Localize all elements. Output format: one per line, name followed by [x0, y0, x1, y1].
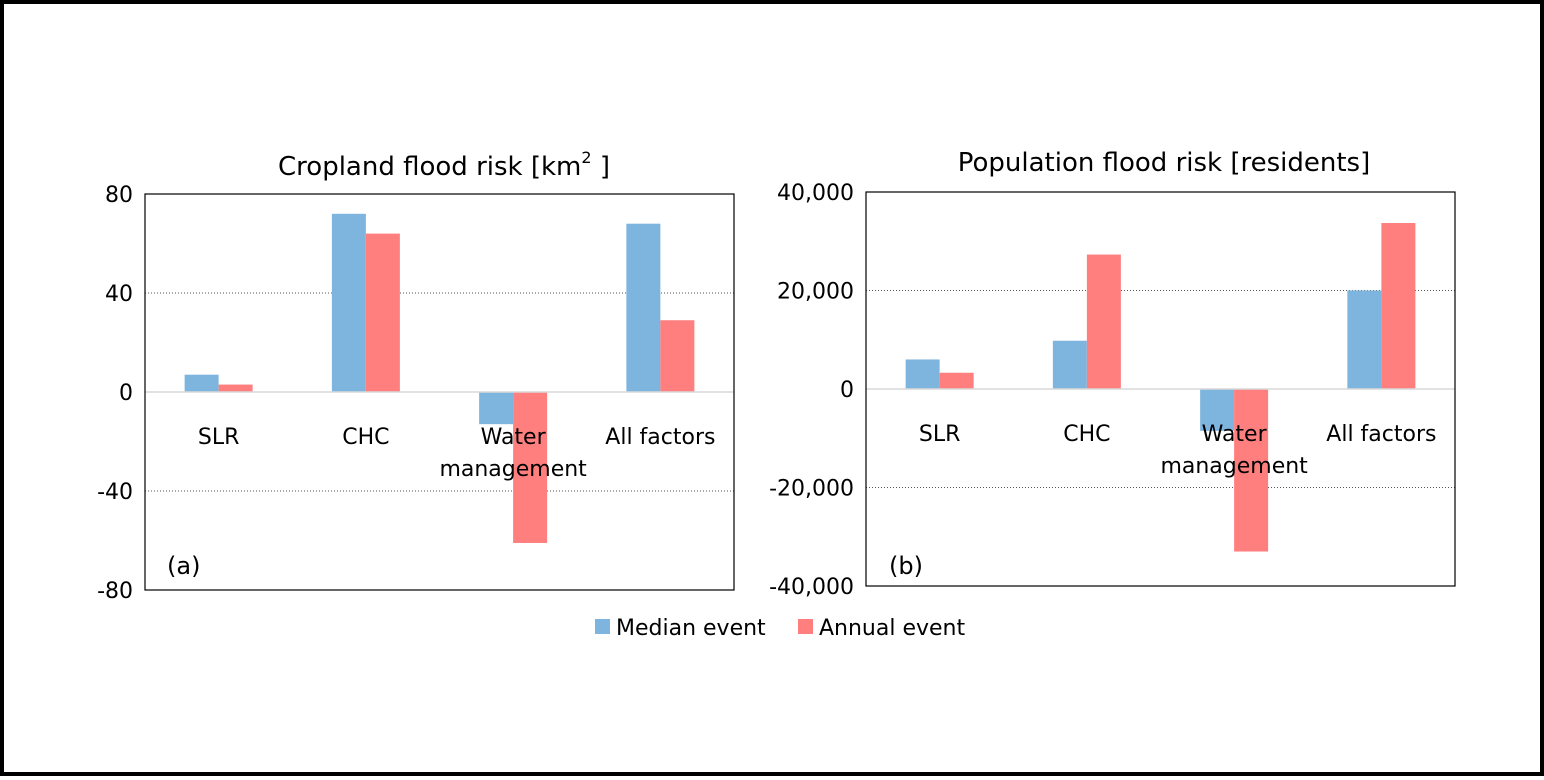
category-label: SLR: [919, 422, 961, 447]
bar-annual-slr: [939, 372, 974, 389]
bar-annual-chc: [365, 233, 400, 392]
category-label: CHC: [1063, 422, 1110, 447]
figure-svg: Cropland flood risk [km2 ] 80 40 0 -40 -80 S…: [97, 148, 1456, 641]
bar-annual-chc: [1086, 254, 1121, 389]
ytick-label: 0: [840, 378, 854, 403]
category-label: SLR: [198, 425, 240, 450]
bar-median-chc: [331, 213, 366, 392]
bar-annual-slr: [218, 384, 253, 392]
ytick-label: 40: [105, 282, 133, 307]
ytick-label: 40,000: [777, 181, 854, 206]
chart-a-title: Cropland flood risk [km2 ]: [278, 148, 610, 182]
bar-median-chc: [1052, 340, 1087, 389]
legend-swatch-median: [595, 619, 610, 634]
plot-frame: [865, 191, 1456, 587]
legend-swatch-annual: [798, 619, 813, 634]
bar-median-all-factors: [626, 223, 661, 392]
bar-annual-all-factors: [1381, 223, 1416, 389]
ytick-label: -40,000: [769, 575, 854, 600]
category-label: All factors: [605, 425, 715, 450]
bar-median-water-management: [1200, 389, 1235, 431]
ytick-label: -20,000: [769, 477, 854, 502]
bar-median-all-factors: [1347, 290, 1382, 389]
legend-label-annual: Annual event: [819, 616, 966, 641]
category-label: All factors: [1326, 422, 1436, 447]
ytick-label: 80: [105, 183, 133, 208]
bar-median-slr: [184, 374, 219, 392]
bar-median-slr: [905, 359, 940, 389]
legend-label-median: Median event: [616, 616, 766, 641]
bar-annual-water-management: [513, 392, 548, 543]
legend: Median event Annual event: [595, 616, 966, 641]
ytick-label: 20,000: [777, 280, 854, 305]
category-label: Water management: [439, 425, 587, 482]
bar-median-water-management: [479, 392, 514, 425]
ytick-label: 0: [119, 381, 133, 406]
ytick-label: -80: [97, 579, 133, 604]
chart-a-panel-label: (a): [167, 552, 200, 580]
plot-frame: [144, 193, 735, 591]
ytick-label: -40: [97, 480, 133, 505]
chart-b-panel-label: (b): [889, 552, 923, 580]
category-label: CHC: [342, 425, 389, 450]
bar-annual-water-management: [1234, 389, 1269, 552]
category-label: Water management: [1160, 422, 1308, 479]
chart-cropland: Cropland flood risk [km2 ] 80 40 0 -40 -80 S…: [97, 148, 735, 604]
chart-b-title: Population flood risk [residents]: [958, 148, 1371, 178]
chart-population: Population flood risk [residents] 40,000…: [769, 148, 1456, 600]
bar-annual-all-factors: [660, 320, 695, 392]
